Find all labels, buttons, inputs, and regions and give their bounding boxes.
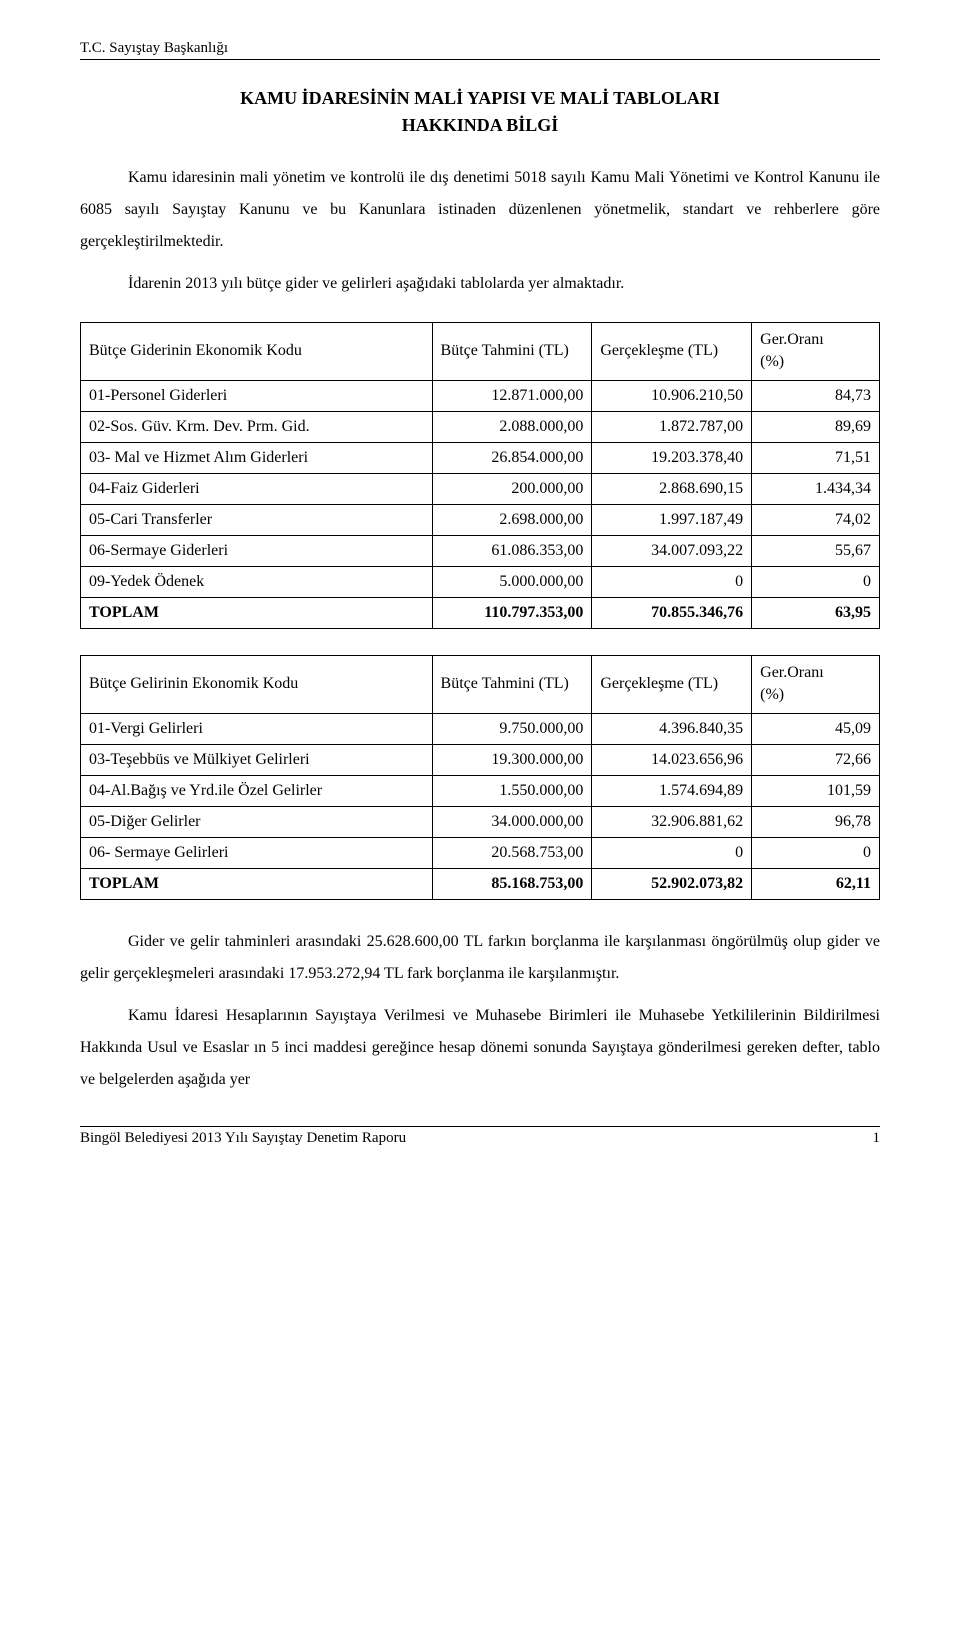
row-value: 71,51: [752, 442, 880, 473]
row-value: 200.000,00: [432, 473, 592, 504]
row-value: 19.203.378,40: [592, 442, 752, 473]
row-value: 1.574.694,89: [592, 775, 752, 806]
column-header: Ger.Oranı(%): [752, 655, 880, 713]
intro-paragraph-2: İdarenin 2013 yılı bütçe gider ve gelirl…: [80, 268, 880, 300]
row-value: 55,67: [752, 535, 880, 566]
column-header: Bütçe Giderinin Ekonomik Kodu: [81, 323, 433, 381]
revenue-table: Bütçe Gelirinin Ekonomik KoduBütçe Tahmi…: [80, 655, 880, 900]
row-label: 03- Mal ve Hizmet Alım Giderleri: [81, 442, 433, 473]
total-value: 70.855.346,76: [592, 597, 752, 628]
row-value: 72,66: [752, 744, 880, 775]
total-label: TOPLAM: [81, 597, 433, 628]
row-value: 1.434,34: [752, 473, 880, 504]
row-value: 96,78: [752, 806, 880, 837]
column-header: Bütçe Gelirinin Ekonomik Kodu: [81, 655, 433, 713]
row-value: 12.871.000,00: [432, 380, 592, 411]
row-value: 45,09: [752, 713, 880, 744]
column-header: Bütçe Tahmini (TL): [432, 655, 592, 713]
row-value: 14.023.656,96: [592, 744, 752, 775]
column-header: Ger.Oranı(%): [752, 323, 880, 381]
row-label: 05-Cari Transferler: [81, 504, 433, 535]
row-label: 04-Faiz Giderleri: [81, 473, 433, 504]
row-value: 5.000.000,00: [432, 566, 592, 597]
total-value: 52.902.073,82: [592, 868, 752, 899]
total-value: 62,11: [752, 868, 880, 899]
row-value: 2.698.000,00: [432, 504, 592, 535]
intro-paragraph-1: Kamu idaresinin mali yönetim ve kontrolü…: [80, 162, 880, 258]
total-value: 110.797.353,00: [432, 597, 592, 628]
row-value: 26.854.000,00: [432, 442, 592, 473]
total-label: TOPLAM: [81, 868, 433, 899]
row-label: 02-Sos. Güv. Krm. Dev. Prm. Gid.: [81, 411, 433, 442]
row-label: 04-Al.Bağış ve Yrd.ile Özel Gelirler: [81, 775, 433, 806]
row-value: 74,02: [752, 504, 880, 535]
row-value: 61.086.353,00: [432, 535, 592, 566]
row-value: 34.000.000,00: [432, 806, 592, 837]
total-value: 85.168.753,00: [432, 868, 592, 899]
row-value: 1.550.000,00: [432, 775, 592, 806]
row-value: 0: [752, 837, 880, 868]
row-value: 2.868.690,15: [592, 473, 752, 504]
row-label: 01-Vergi Gelirleri: [81, 713, 433, 744]
doc-subtitle: HAKKINDA BİLGİ: [80, 115, 880, 136]
row-label: 06- Sermaye Gelirleri: [81, 837, 433, 868]
row-value: 2.088.000,00: [432, 411, 592, 442]
row-value: 32.906.881,62: [592, 806, 752, 837]
row-label: 03-Teşebbüs ve Mülkiyet Gelirleri: [81, 744, 433, 775]
page-footer: Bingöl Belediyesi 2013 Yılı Sayıştay Den…: [80, 1126, 880, 1147]
row-label: 06-Sermaye Giderleri: [81, 535, 433, 566]
org-name: T.C. Sayıştay Başkanlığı: [80, 40, 228, 56]
row-value: 101,59: [752, 775, 880, 806]
row-value: 4.396.840,35: [592, 713, 752, 744]
row-value: 10.906.210,50: [592, 380, 752, 411]
body-paragraph-3: Gider ve gelir tahminleri arasındaki 25.…: [80, 926, 880, 990]
doc-title: KAMU İDARESİNİN MALİ YAPISI VE MALİ TABL…: [80, 88, 880, 109]
page-header: T.C. Sayıştay Başkanlığı: [80, 40, 880, 60]
row-value: 0: [752, 566, 880, 597]
row-value: 9.750.000,00: [432, 713, 592, 744]
row-label: 01-Personel Giderleri: [81, 380, 433, 411]
column-header: Bütçe Tahmini (TL): [432, 323, 592, 381]
column-header: Gerçekleşme (TL): [592, 655, 752, 713]
body-paragraph-4: Kamu İdaresi Hesaplarının Sayıştaya Veri…: [80, 1000, 880, 1096]
row-value: 1.997.187,49: [592, 504, 752, 535]
row-value: 19.300.000,00: [432, 744, 592, 775]
row-value: 1.872.787,00: [592, 411, 752, 442]
row-value: 20.568.753,00: [432, 837, 592, 868]
footer-left: Bingöl Belediyesi 2013 Yılı Sayıştay Den…: [80, 1130, 406, 1147]
row-value: 0: [592, 837, 752, 868]
total-value: 63,95: [752, 597, 880, 628]
row-value: 34.007.093,22: [592, 535, 752, 566]
footer-page-number: 1: [873, 1130, 881, 1147]
expense-table: Bütçe Giderinin Ekonomik KoduBütçe Tahmi…: [80, 322, 880, 629]
row-value: 0: [592, 566, 752, 597]
row-value: 89,69: [752, 411, 880, 442]
column-header: Gerçekleşme (TL): [592, 323, 752, 381]
row-label: 09-Yedek Ödenek: [81, 566, 433, 597]
row-value: 84,73: [752, 380, 880, 411]
row-label: 05-Diğer Gelirler: [81, 806, 433, 837]
